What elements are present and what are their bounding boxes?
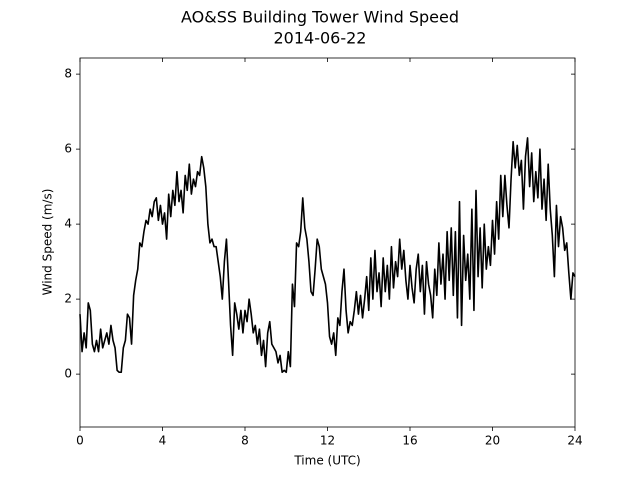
plot-frame [79,57,576,428]
x-tick-label: 24 [567,434,582,448]
x-tick-label: 0 [76,434,84,448]
x-tick-label: 20 [485,434,500,448]
x-tick-label: 12 [320,434,335,448]
y-tick-label: 0 [64,367,72,381]
y-tick-label: 4 [64,217,72,231]
y-tick-label: 6 [64,142,72,156]
chart-subtitle: 2014-06-22 [274,29,367,48]
x-tick-label: 4 [159,434,167,448]
chart-title: AO&SS Building Tower Wind Speed [181,8,459,27]
y-tick-label: 8 [64,67,72,81]
x-tick-label: 16 [402,434,417,448]
x-axis-label: Time (UTC) [293,454,360,468]
y-tick-label: 2 [64,292,72,306]
y-axis-label: Wind Speed (m/s) [41,189,55,296]
line-series [79,137,576,374]
x-tick-label: 8 [241,434,249,448]
